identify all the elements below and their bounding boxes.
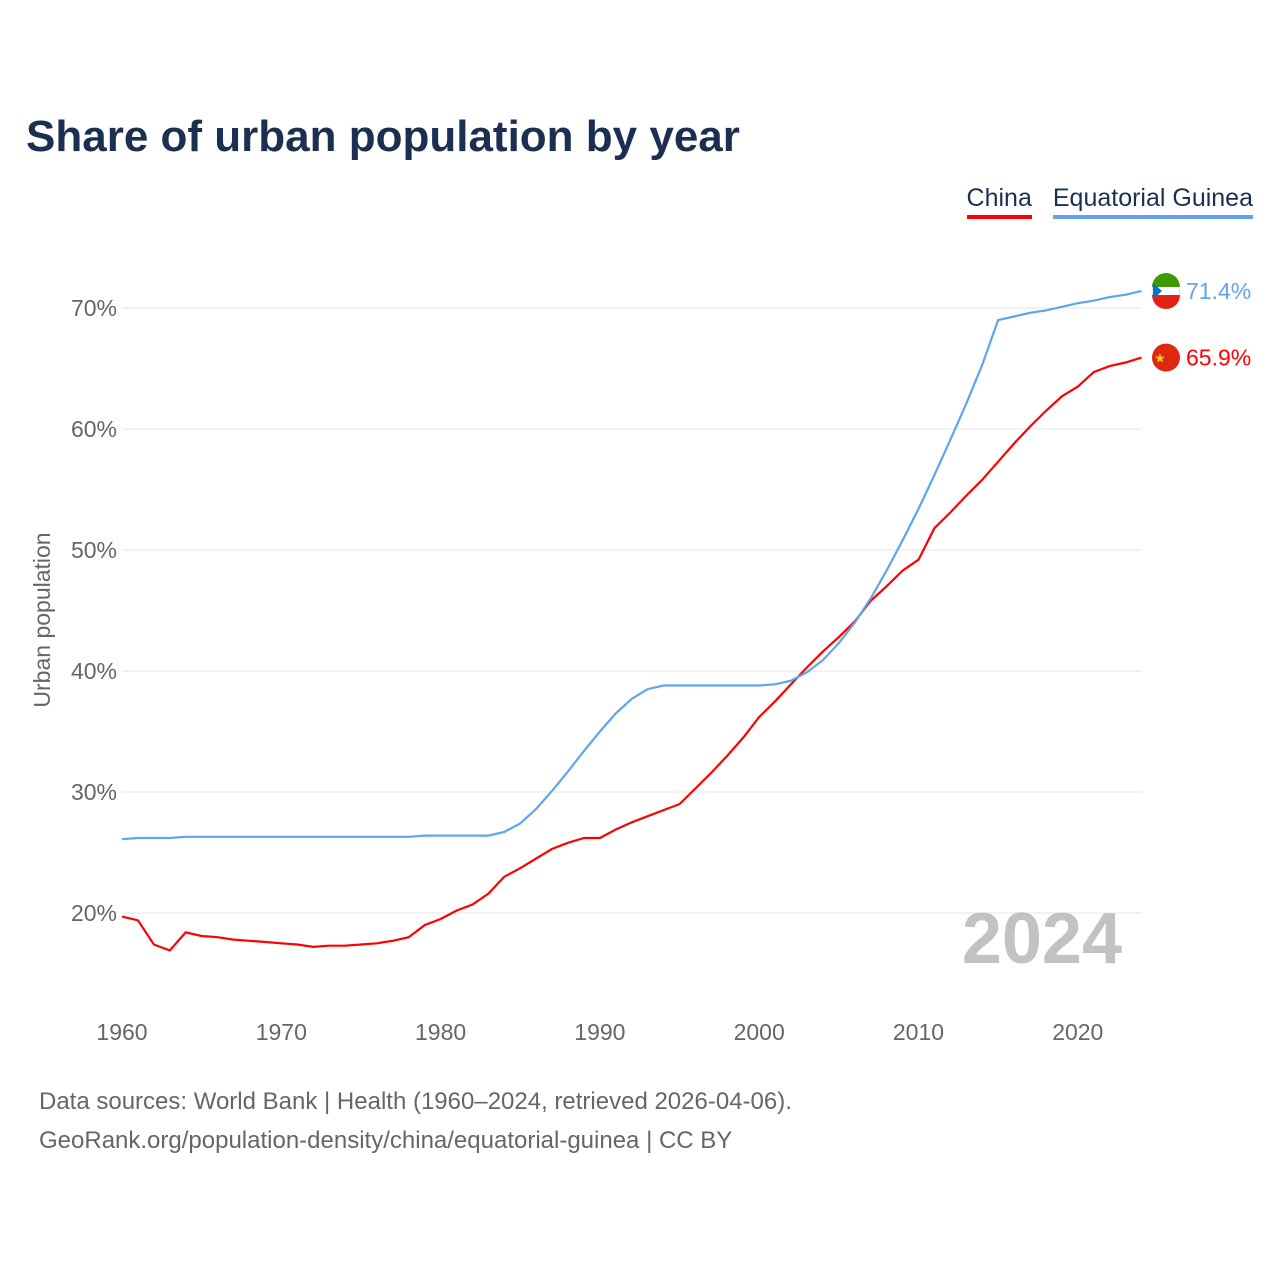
china-flag-icon [1152,343,1180,372]
year-watermark: 2024 [962,899,1122,979]
legend: China Equatorial Guinea [966,184,1253,219]
y-tick-label: 30% [71,779,117,805]
x-tick-label: 1980 [415,1019,466,1045]
flag-triangle [1153,283,1162,300]
flag-stripe [1152,295,1181,310]
x-tick-label: 2020 [1052,1019,1103,1045]
y-tick-label: 50% [71,537,117,563]
flag-star: ★ [1154,351,1166,366]
y-tick-label: 60% [71,416,117,442]
legend-item-china[interactable]: China [966,184,1032,219]
series-line-equatorial-guinea [121,290,1142,841]
chart-title: Share of urban population by year [26,112,740,161]
y-axis-label: Urban population [29,532,55,707]
y-tick-label: 40% [71,658,117,684]
x-tick-label: 1970 [256,1019,307,1045]
footer-link[interactable]: GeoRank.org/population-density/china/equ… [39,1127,733,1154]
series-line-china [121,356,1142,952]
y-tick-label: 70% [71,295,117,321]
end-value-label: 65.9% [1186,345,1251,371]
flag-stripe [1152,273,1181,288]
end-value-label: 71.4% [1186,278,1251,304]
x-tick-label: 2010 [893,1019,944,1045]
y-tick-label: 20% [71,900,117,926]
legend-item-equatorial-guinea[interactable]: Equatorial Guinea [1052,184,1253,219]
x-tick-label: 1990 [574,1019,625,1045]
footer-source: Data sources: World Bank | Health (1960–… [39,1088,792,1115]
x-tick-label: 1960 [96,1019,147,1045]
x-tick-label: 2000 [734,1019,785,1045]
